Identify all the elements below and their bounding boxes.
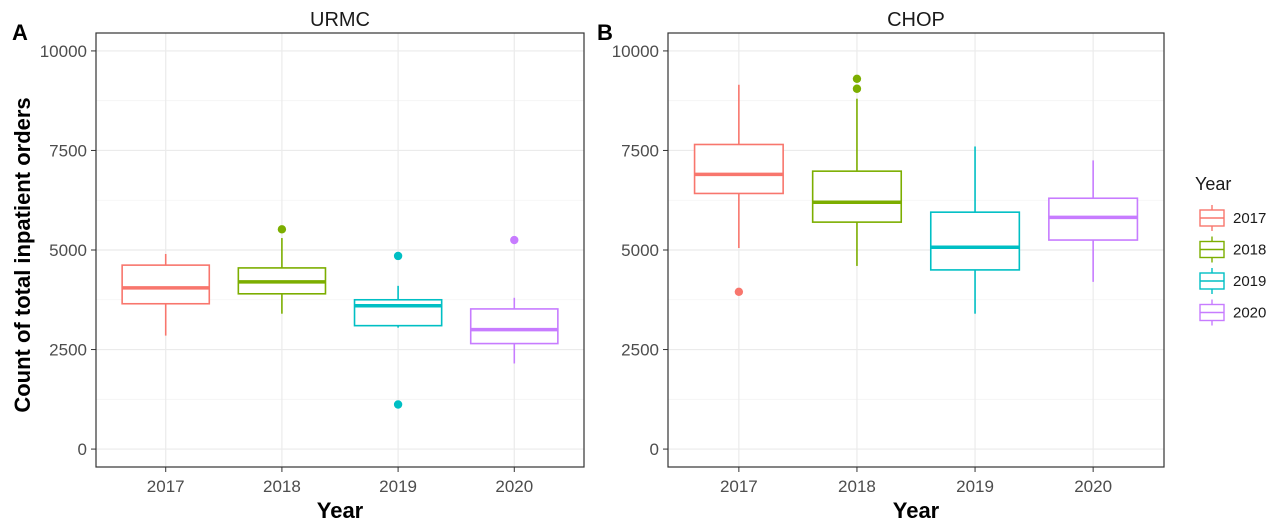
iqr-box — [469, 308, 559, 345]
legend-item-2017: 2017 — [1199, 205, 1266, 231]
legend-item-2019: 2019 — [1199, 268, 1266, 294]
box-2019 — [353, 251, 443, 409]
y-tick-label: 2500 — [621, 341, 659, 360]
iqr-box — [121, 264, 211, 305]
box-2017 — [693, 84, 784, 297]
x-tick-label: 2017 — [720, 477, 758, 496]
legend-label: 2019 — [1233, 273, 1266, 290]
y-tick-label: 10000 — [40, 42, 87, 61]
y-tick-label: 5000 — [49, 241, 87, 260]
panel-b-title: CHOP — [887, 9, 945, 31]
panel-a: A URMC 0 2500 5000 7500 10000 2017 2018 2019 202… — [12, 9, 585, 523]
box-2019 — [929, 146, 1021, 314]
y-tick-label: 5000 — [621, 241, 659, 260]
legend-item-2020: 2020 — [1199, 299, 1266, 326]
x-tick-label: 2020 — [495, 477, 533, 496]
panel-b-tag: B — [597, 20, 613, 45]
panel-border — [95, 32, 585, 468]
x-tick-label: 2017 — [147, 477, 185, 496]
iqr-box — [929, 211, 1021, 271]
box-2018 — [811, 74, 903, 266]
legend-title: Year — [1195, 174, 1231, 194]
outlier-point — [852, 74, 862, 83]
legend-items: 2017 2018 2019 2020 — [1199, 205, 1266, 326]
outlier-point — [393, 251, 403, 261]
iqr-box — [1048, 197, 1139, 241]
legend: Year 2017 2018 2019 2020 — [1195, 174, 1266, 326]
panel-a-plot: 0 2500 5000 7500 10000 2017 2018 2019 2020 — [40, 32, 585, 496]
legend-label: 2020 — [1233, 305, 1266, 322]
panel-b-plot: 0 2500 5000 7500 10000 2017 2018 2019 2020 — [612, 32, 1165, 496]
iqr-box — [353, 298, 443, 327]
box-2020 — [469, 235, 559, 364]
box-2018 — [237, 225, 327, 314]
outlier-point — [277, 225, 287, 234]
legend-item-2018: 2018 — [1199, 236, 1266, 263]
panel-a-tag: A — [12, 20, 28, 45]
iqr-box — [811, 170, 903, 223]
panel-b-x-axis-title: Year — [893, 498, 940, 523]
x-tick-label: 2018 — [838, 477, 876, 496]
iqr-box — [693, 143, 784, 195]
y-tick-label: 10000 — [612, 42, 659, 61]
panel-border — [667, 32, 1165, 468]
x-tick-label: 2020 — [1074, 477, 1112, 496]
y-tick-label: 2500 — [49, 341, 87, 360]
y-tick-label: 0 — [650, 440, 659, 459]
outlier-point — [510, 235, 519, 245]
legend-label: 2017 — [1233, 210, 1266, 227]
box-2020 — [1048, 160, 1139, 282]
x-tick-label: 2019 — [956, 477, 994, 496]
outlier-point — [852, 84, 862, 93]
x-tick-label: 2018 — [263, 477, 301, 496]
panel-a-x-axis-title: Year — [317, 498, 364, 523]
panel-b: B CHOP 0 2500 5000 7500 10000 2017 2018 2019 202… — [597, 9, 1165, 523]
box-2017 — [121, 253, 211, 336]
y-tick-label: 7500 — [621, 141, 659, 160]
outlier-point — [734, 287, 744, 297]
legend-label: 2018 — [1233, 242, 1266, 259]
panel-a-title: URMC — [310, 9, 370, 31]
y-tick-label: 0 — [78, 440, 87, 459]
y-axis-title: Count of total inpatient orders — [10, 97, 35, 412]
x-tick-label: 2019 — [379, 477, 417, 496]
y-tick-label: 7500 — [49, 141, 87, 160]
outlier-point — [393, 400, 403, 409]
